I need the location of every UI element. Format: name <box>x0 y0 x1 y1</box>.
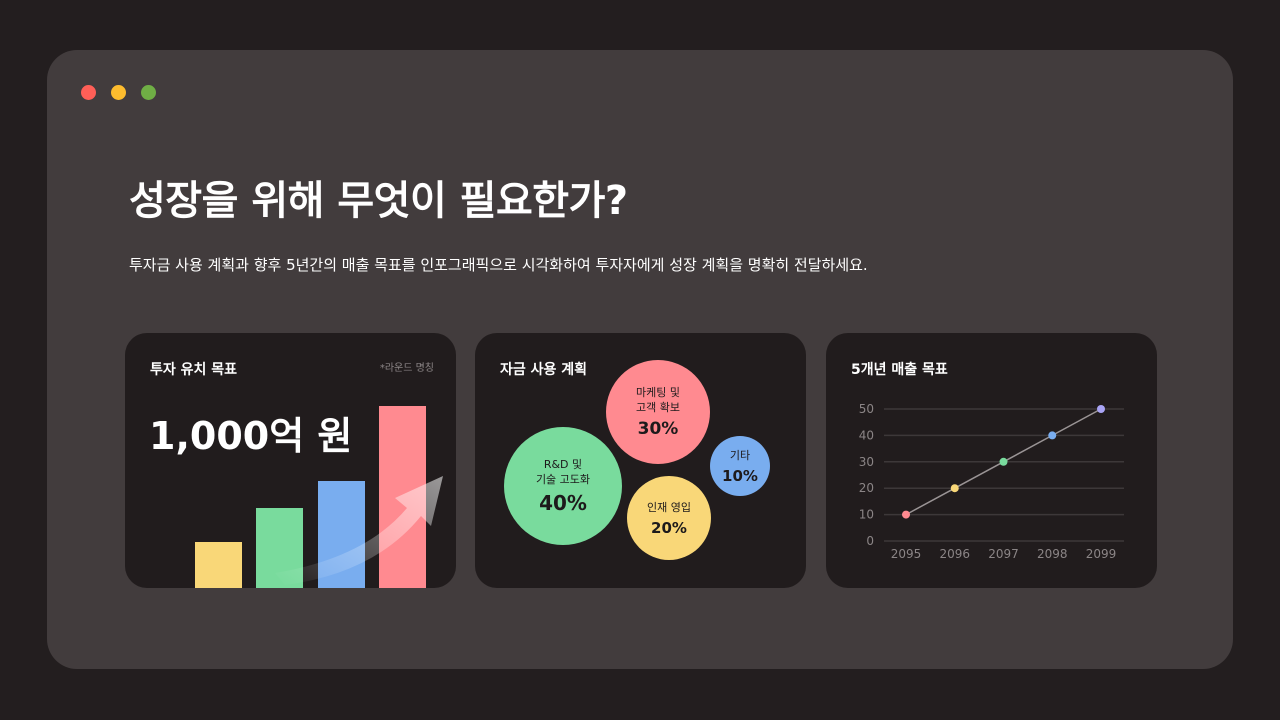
round-name-note: *라운드 명칭 <box>379 363 434 374</box>
close-dot-icon[interactable] <box>81 85 96 100</box>
x-tick-label: 2095 <box>891 547 922 561</box>
fund-bubble: 기타 10% <box>710 436 770 496</box>
y-tick-label: 50 <box>859 402 874 416</box>
y-tick-label: 0 <box>866 534 874 548</box>
fund-bubble-percent: 40% <box>539 491 587 515</box>
x-tick-label: 2099 <box>1086 547 1117 561</box>
revenue-card-title: 5개년 매출 목표 <box>851 362 948 378</box>
investment-card-title: 투자 유치 목표 <box>150 362 238 378</box>
fund-usage-card-title: 자금 사용 계획 <box>500 362 588 378</box>
maximize-dot-icon[interactable] <box>141 85 156 100</box>
data-point <box>999 457 1008 466</box>
revenue-line-chart: 0 10 20 30 40 50 2095 2096 2097 2098 2099 <box>859 402 1124 561</box>
y-tick-label: 10 <box>859 508 874 522</box>
data-point <box>950 484 959 493</box>
x-tick-label: 2098 <box>1037 547 1068 561</box>
page-subtitle: 투자금 사용 계획과 향후 5년간의 매출 목표를 인포그래픽으로 시각화하여 … <box>129 256 868 274</box>
fund-bubble-label: R&D 및 기술 고도화 <box>535 458 591 486</box>
y-tick-label: 30 <box>859 455 874 469</box>
fund-bubble-label: 기타 <box>729 448 751 462</box>
y-tick-label: 40 <box>859 428 874 442</box>
investment-amount: 1,000억 원 <box>149 414 353 458</box>
growth-arrow-icon <box>275 476 443 585</box>
fund-usage-card: 자금 사용 계획 R&D 및 기술 고도화 40% 마케팅 및 고객 확보 30% 인재… <box>475 333 806 588</box>
x-tick-label: 2096 <box>939 547 970 561</box>
minimize-dot-icon[interactable] <box>111 85 126 100</box>
fund-bubble-percent: 10% <box>722 466 758 485</box>
data-point <box>902 510 910 519</box>
x-tick-label: 2097 <box>988 547 1019 561</box>
data-point <box>1097 405 1105 413</box>
y-tick-label: 20 <box>859 481 874 495</box>
fund-bubble: R&D 및 기술 고도화 40% <box>504 427 622 545</box>
fund-bubble-label: 마케팅 및 고객 확보 <box>636 386 680 414</box>
slide-window: 성장을 위해 무엇이 필요한가? 투자금 사용 계획과 향후 5년간의 매출 목… <box>47 50 1233 669</box>
revenue-card: 5개년 매출 목표 0 10 20 30 40 50 2095 2096 2097 2098 209… <box>826 333 1157 588</box>
investment-card: 투자 유치 목표 *라운드 명칭 1,000억 원 <box>125 333 456 588</box>
data-point <box>1048 431 1057 440</box>
fund-bubble-percent: 20% <box>651 518 687 537</box>
page-title: 성장을 위해 무엇이 필요한가? <box>129 178 628 224</box>
fund-bubble: 인재 영입 20% <box>627 476 711 560</box>
fund-bubble-label: 인재 영입 <box>647 500 691 514</box>
fund-bubble: 마케팅 및 고객 확보 30% <box>606 360 710 464</box>
growth-bar <box>195 542 242 588</box>
fund-bubble-percent: 30% <box>637 419 679 439</box>
